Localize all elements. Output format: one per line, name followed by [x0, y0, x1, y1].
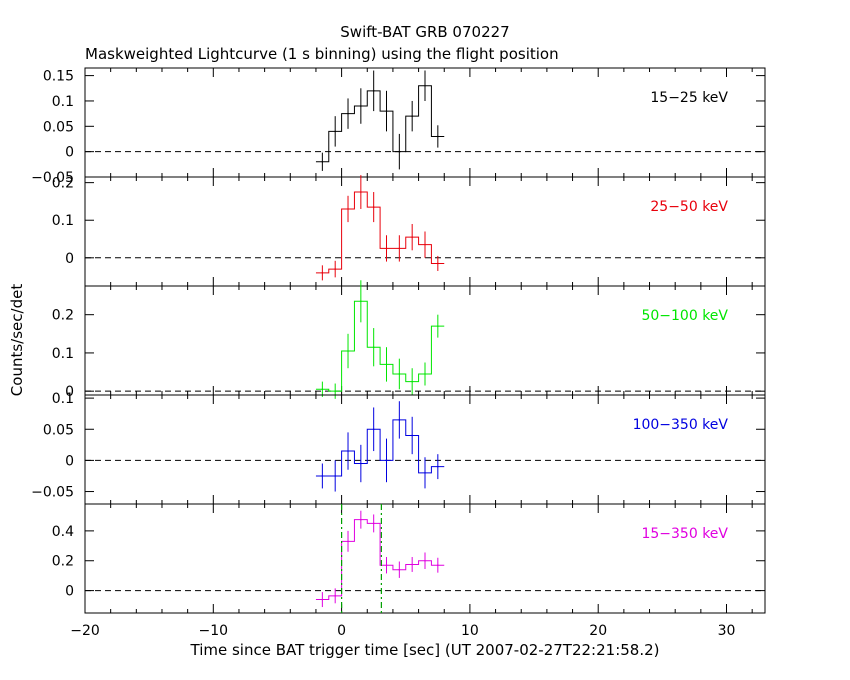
- y-tick-label: 0.05: [43, 422, 74, 438]
- data-point: [398, 568, 401, 571]
- band-label: 50−100 keV: [641, 308, 728, 324]
- data-point: [398, 150, 401, 153]
- band-label: 100−350 keV: [633, 417, 729, 433]
- data-point: [372, 428, 375, 431]
- data-point: [385, 564, 388, 567]
- data-point: [347, 112, 349, 115]
- data-point: [424, 559, 426, 562]
- data-point: [347, 540, 349, 543]
- data-point: [360, 518, 362, 521]
- y-tick-label: 0.1: [52, 94, 74, 110]
- data-point: [385, 459, 388, 462]
- step-line: [315, 85, 445, 163]
- data-point: [424, 373, 426, 375]
- data-point: [334, 475, 336, 477]
- data-point: [334, 390, 336, 392]
- x-tick-label: 0: [337, 623, 346, 639]
- step-line: [315, 519, 445, 601]
- y-tick-label: 0.2: [52, 176, 74, 192]
- data-point: [347, 208, 349, 210]
- x-tick-label: −20: [70, 623, 100, 639]
- data-point: [398, 419, 401, 421]
- data-point: [321, 598, 324, 601]
- data-point: [360, 300, 362, 303]
- data-point: [411, 115, 413, 117]
- panel-frame: [84, 503, 766, 614]
- chart-title: Swift-BAT GRB 070227: [340, 23, 509, 41]
- data-point: [372, 346, 375, 348]
- data-point: [334, 130, 336, 133]
- data-point: [437, 564, 439, 567]
- data-point: [437, 262, 439, 265]
- chart-subtitle: Maskweighted Lightcurve (1 s binning) us…: [85, 45, 559, 63]
- data-point: [347, 350, 349, 352]
- x-tick-label: −10: [199, 623, 229, 639]
- x-tick-label: 10: [461, 623, 479, 639]
- data-point: [321, 388, 324, 391]
- data-point: [334, 268, 336, 270]
- data-point: [411, 380, 413, 383]
- y-tick-label: 0: [65, 251, 74, 267]
- y-tick-label: −0.05: [31, 485, 74, 501]
- data-point: [411, 563, 413, 566]
- data-point: [372, 206, 375, 208]
- data-point: [411, 236, 413, 238]
- x-tick-label: 20: [589, 623, 607, 639]
- data-point: [411, 434, 413, 437]
- data-point: [385, 110, 388, 112]
- y-tick-label: 0: [65, 145, 74, 161]
- data-point: [321, 272, 324, 274]
- y-tick-label: 0: [65, 384, 74, 400]
- data-point: [385, 363, 388, 366]
- data-point: [321, 475, 324, 477]
- y-tick-label: 0.15: [43, 69, 74, 85]
- data-point: [398, 247, 401, 250]
- data-point: [437, 325, 439, 327]
- y-tick-label: 0.4: [52, 524, 74, 540]
- data-point: [372, 522, 375, 525]
- band-label: 15−350 keV: [641, 526, 728, 542]
- panel-0: −0.05 0 0.05 0.1 0.15 15−25 keV: [31, 67, 766, 186]
- y-tick-label: 0.05: [43, 119, 74, 135]
- y-tick-label: 0.1: [52, 346, 74, 362]
- data-point: [347, 450, 349, 452]
- x-tick-label: 30: [718, 623, 736, 639]
- data-point: [360, 191, 362, 193]
- y-tick-label: 0.1: [52, 213, 74, 229]
- y-tick-label: 0: [65, 584, 74, 600]
- y-tick-label: −0.05: [31, 170, 74, 186]
- data-point: [360, 462, 362, 465]
- data-point: [437, 135, 439, 138]
- data-point: [321, 160, 324, 163]
- step-line: [315, 300, 445, 392]
- data-point: [385, 247, 388, 250]
- data-point: [372, 90, 375, 92]
- step-line: [315, 419, 445, 477]
- data-point: [424, 472, 426, 474]
- data-point: [398, 373, 401, 375]
- x-axis-label: Time since BAT trigger time [sec] (UT 20…: [190, 641, 660, 659]
- data-point: [360, 105, 362, 107]
- data-point: [424, 84, 426, 87]
- data-point: [334, 595, 336, 597]
- panel-3: −0.05 0 0.05 0.1 100−350 keV: [31, 391, 766, 505]
- data-point: [437, 465, 439, 468]
- step-line: [315, 191, 445, 274]
- y-tick-label: 0.1: [52, 391, 74, 407]
- band-label: 15−25 keV: [650, 90, 728, 106]
- data-point: [424, 243, 426, 246]
- panel-2: 0 0.1 0.2 50−100 keV: [52, 280, 766, 400]
- y-tick-label: 0: [65, 453, 74, 469]
- band-label: 25−50 keV: [650, 199, 728, 215]
- y-tick-label: 0.2: [52, 554, 74, 570]
- y-tick-label: 0.2: [52, 308, 74, 324]
- panel-1: 0 0.1 0.2 25−50 keV: [52, 175, 766, 287]
- y-axis-label: Counts/sec/det: [8, 284, 26, 397]
- panel-4: 0 0.2 0.4 15−350 keV: [52, 503, 766, 614]
